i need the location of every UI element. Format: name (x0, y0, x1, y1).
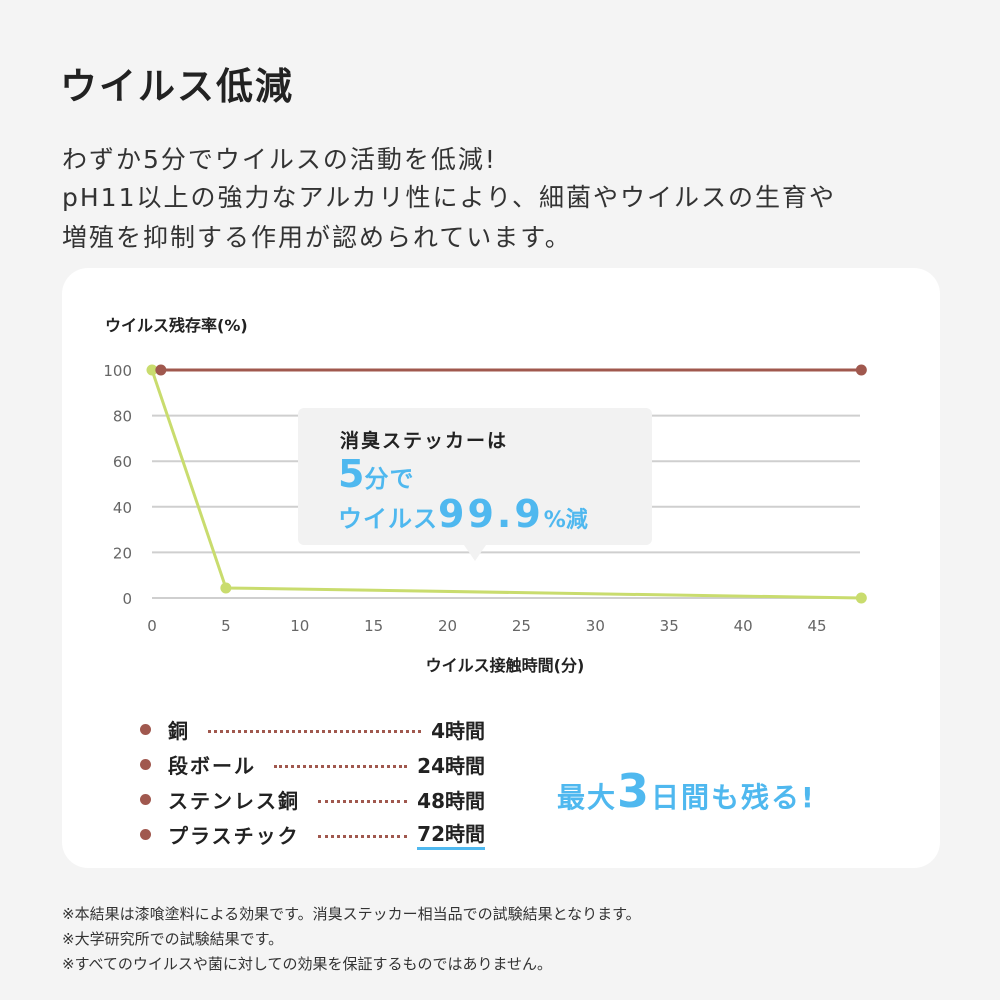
x-tick-label: 40 (734, 617, 753, 635)
x-tick-label: 20 (438, 617, 457, 635)
footnote: ※すべてのウイルスや菌に対しての効果を保証するものではありません。 (62, 955, 553, 973)
data-point (155, 364, 167, 376)
lead-line-2: pH11以上の強力なアルカリ性により、細菌やウイルスの生育や (62, 183, 836, 212)
legend-item: プラスチック 72時間 (140, 818, 485, 850)
highlight-pre: 最大 (557, 781, 618, 814)
legend-value: 24時間 (417, 753, 485, 778)
y-tick-label: 60 (113, 453, 132, 471)
y-tick-label: 0 (122, 590, 132, 608)
data-point (855, 592, 867, 604)
footnote: ※大学研究所での試験結果です。 (62, 930, 284, 948)
y-tick-label: 20 (113, 544, 132, 562)
highlight-post: 日間も残る! (651, 781, 816, 814)
x-tick-label: 10 (290, 617, 309, 635)
legend-item: ステンレス銅 48時間 (140, 784, 485, 814)
legend-item: 銅 4時間 (140, 714, 485, 744)
callout-fun-de: 分で (364, 465, 415, 493)
callout-percent-suffix: %減 (543, 508, 588, 533)
dotted-leader (317, 834, 408, 838)
callout-line-3: ウイルス99.9%減 (338, 492, 588, 536)
legend-label: 銅 (168, 718, 190, 743)
callout-virus: ウイルス (338, 505, 438, 533)
lead-line-3: 増殖を抑制する作用が認められています。 (62, 223, 572, 252)
dotted-leader (274, 764, 408, 768)
legend-value: 72時間 (417, 818, 485, 850)
x-tick-label: 5 (221, 617, 231, 635)
legend-value: 48時間 (417, 788, 485, 813)
x-tick-label: 15 (364, 617, 383, 635)
dotted-leader (318, 799, 408, 803)
y-tick-label: 80 (113, 408, 132, 426)
highlight-text: 最大3日間も残る! (557, 764, 816, 818)
page-title: ウイルス低減 (60, 65, 294, 108)
legend-item: 段ボール 24時間 (140, 749, 485, 779)
callout-bubble: 消臭ステッカーは 5分で ウイルス99.9%減 (298, 408, 652, 561)
x-tick-label: 35 (660, 617, 679, 635)
x-tick-label: 30 (586, 617, 605, 635)
bullet-icon (140, 828, 151, 840)
bullet-icon (140, 793, 151, 805)
callout-line-2: 5分で (338, 452, 414, 496)
data-point (855, 364, 867, 376)
callout-percent-value: 99.9 (438, 492, 544, 536)
data-point (146, 364, 158, 376)
x-axis-title: ウイルス接触時間(分) (426, 656, 585, 675)
highlight-number: 3 (617, 764, 652, 818)
legend-value: 4時間 (431, 718, 485, 743)
legend-label: プラスチック (168, 823, 300, 848)
y-tick-label: 100 (103, 362, 132, 380)
y-axis-title: ウイルス残存率(%) (105, 316, 248, 335)
lead-line-1: わずか5分でウイルスの活動を低減! (62, 145, 497, 174)
legend-label: ステンレス銅 (168, 788, 300, 813)
legend-label: 段ボール (168, 753, 256, 778)
bullet-icon (140, 723, 151, 735)
callout-5: 5 (338, 452, 365, 496)
x-tick-label: 0 (147, 617, 157, 635)
chart-card (62, 268, 940, 868)
data-point (220, 582, 232, 594)
dotted-leader (208, 729, 422, 733)
footnote: ※本結果は漆喰塗料による効果です。消臭ステッカー相当品での試験結果となります。 (62, 905, 641, 923)
x-tick-label: 25 (512, 617, 531, 635)
x-tick-label: 45 (807, 617, 826, 635)
y-tick-label: 40 (113, 499, 132, 517)
callout-line-1: 消臭ステッカーは (340, 430, 509, 452)
bullet-icon (140, 758, 151, 770)
